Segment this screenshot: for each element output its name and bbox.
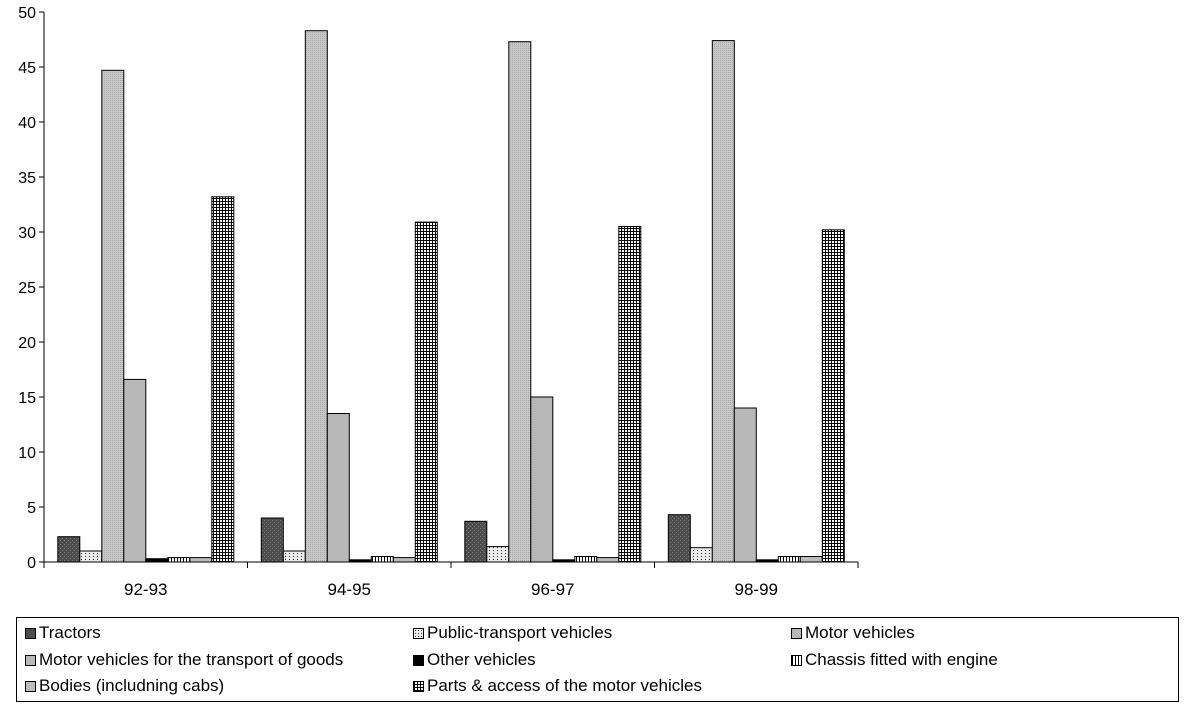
bar-8-96-97	[618, 226, 642, 563]
legend-label: Public-transport vehicles	[427, 623, 613, 642]
legend-swatch	[413, 654, 424, 666]
legend-item: Motor vehicles for the transport of good…	[25, 649, 343, 671]
legend-label: Motor vehicles	[805, 623, 915, 642]
legend-item: Other vehicles	[413, 649, 536, 671]
x-category-label: 98-99	[735, 580, 778, 599]
bar-4-94-95	[326, 413, 350, 563]
legend-label: Tractors	[39, 623, 101, 642]
bar-2-92-93	[79, 550, 103, 563]
legend-item: Chassis fitted with engine	[791, 649, 998, 671]
legend-item: Motor vehicles	[791, 622, 915, 644]
legend-swatch	[413, 680, 424, 692]
bar-6-96-97	[574, 556, 598, 563]
legend-swatch	[25, 627, 36, 639]
legend-label: Other vehicles	[427, 650, 536, 669]
bar-chart: 0 5 10 15 20 25 30 35 40 45 50 92-93 94-95 96-97 98-99	[18, 5, 859, 599]
bar-3-92-93	[101, 69, 125, 563]
y-tick-label: 50	[18, 5, 36, 22]
y-tick-label: 0	[27, 555, 36, 572]
bar-7-98-99	[799, 556, 823, 563]
y-tick-label: 35	[18, 170, 36, 187]
bar-1-98-99	[667, 514, 691, 563]
bar-7-96-97	[596, 557, 620, 563]
legend-label: Parts & access of the motor vehicles	[427, 676, 702, 695]
legend-item: Public-transport vehicles	[413, 622, 612, 644]
y-tick-label: 10	[18, 445, 36, 462]
legend-item: Bodies (includning cabs)	[25, 675, 224, 697]
y-tick-label: 30	[18, 225, 36, 242]
bar-1-92-93	[57, 536, 81, 563]
y-tick-label: 25	[18, 280, 36, 297]
bar-4-96-97	[530, 396, 554, 563]
bar-3-94-95	[304, 30, 328, 563]
bar-8-94-95	[414, 221, 438, 563]
bar-8-92-93	[211, 196, 235, 563]
bar-2-96-97	[486, 546, 510, 563]
legend-item: Parts & access of the motor vehicles	[413, 675, 702, 697]
y-tick-label: 20	[18, 335, 36, 352]
bar-6-92-93	[167, 557, 191, 563]
legend-swatch	[413, 627, 424, 639]
bar-4-98-99	[733, 407, 757, 563]
legend-swatch	[25, 654, 36, 666]
bar-2-94-95	[282, 550, 306, 563]
bar-8-98-99	[821, 229, 845, 563]
y-tick-label: 5	[27, 500, 36, 517]
chart-legend: Tractors Public-transport vehicles Motor v…	[16, 617, 1179, 702]
y-tick-label: 15	[18, 390, 36, 407]
legend-swatch	[25, 680, 36, 692]
legend-swatch	[791, 654, 802, 666]
bar-1-96-97	[464, 520, 488, 563]
bar-1-94-95	[260, 517, 284, 563]
x-category-label: 96-97	[531, 580, 574, 599]
legend-swatch	[791, 627, 802, 639]
bar-2-98-99	[689, 547, 713, 563]
bar-7-92-93	[189, 557, 213, 563]
x-category-label: 92-93	[124, 580, 167, 599]
bar-7-94-95	[392, 557, 416, 563]
legend-label: Chassis fitted with engine	[805, 650, 998, 669]
y-tick-label: 45	[18, 60, 36, 77]
bar-3-98-99	[711, 40, 735, 563]
y-tick-label: 40	[18, 115, 36, 132]
x-category-label: 94-95	[328, 580, 371, 599]
legend-label: Motor vehicles for the transport of good…	[39, 650, 344, 669]
bar-3-96-97	[508, 41, 532, 563]
bar-6-98-99	[777, 556, 801, 563]
bar-4-92-93	[123, 378, 147, 563]
legend-label: Bodies (includning cabs)	[39, 676, 225, 695]
legend-item: Tractors	[25, 622, 101, 644]
bar-6-94-95	[370, 556, 394, 563]
